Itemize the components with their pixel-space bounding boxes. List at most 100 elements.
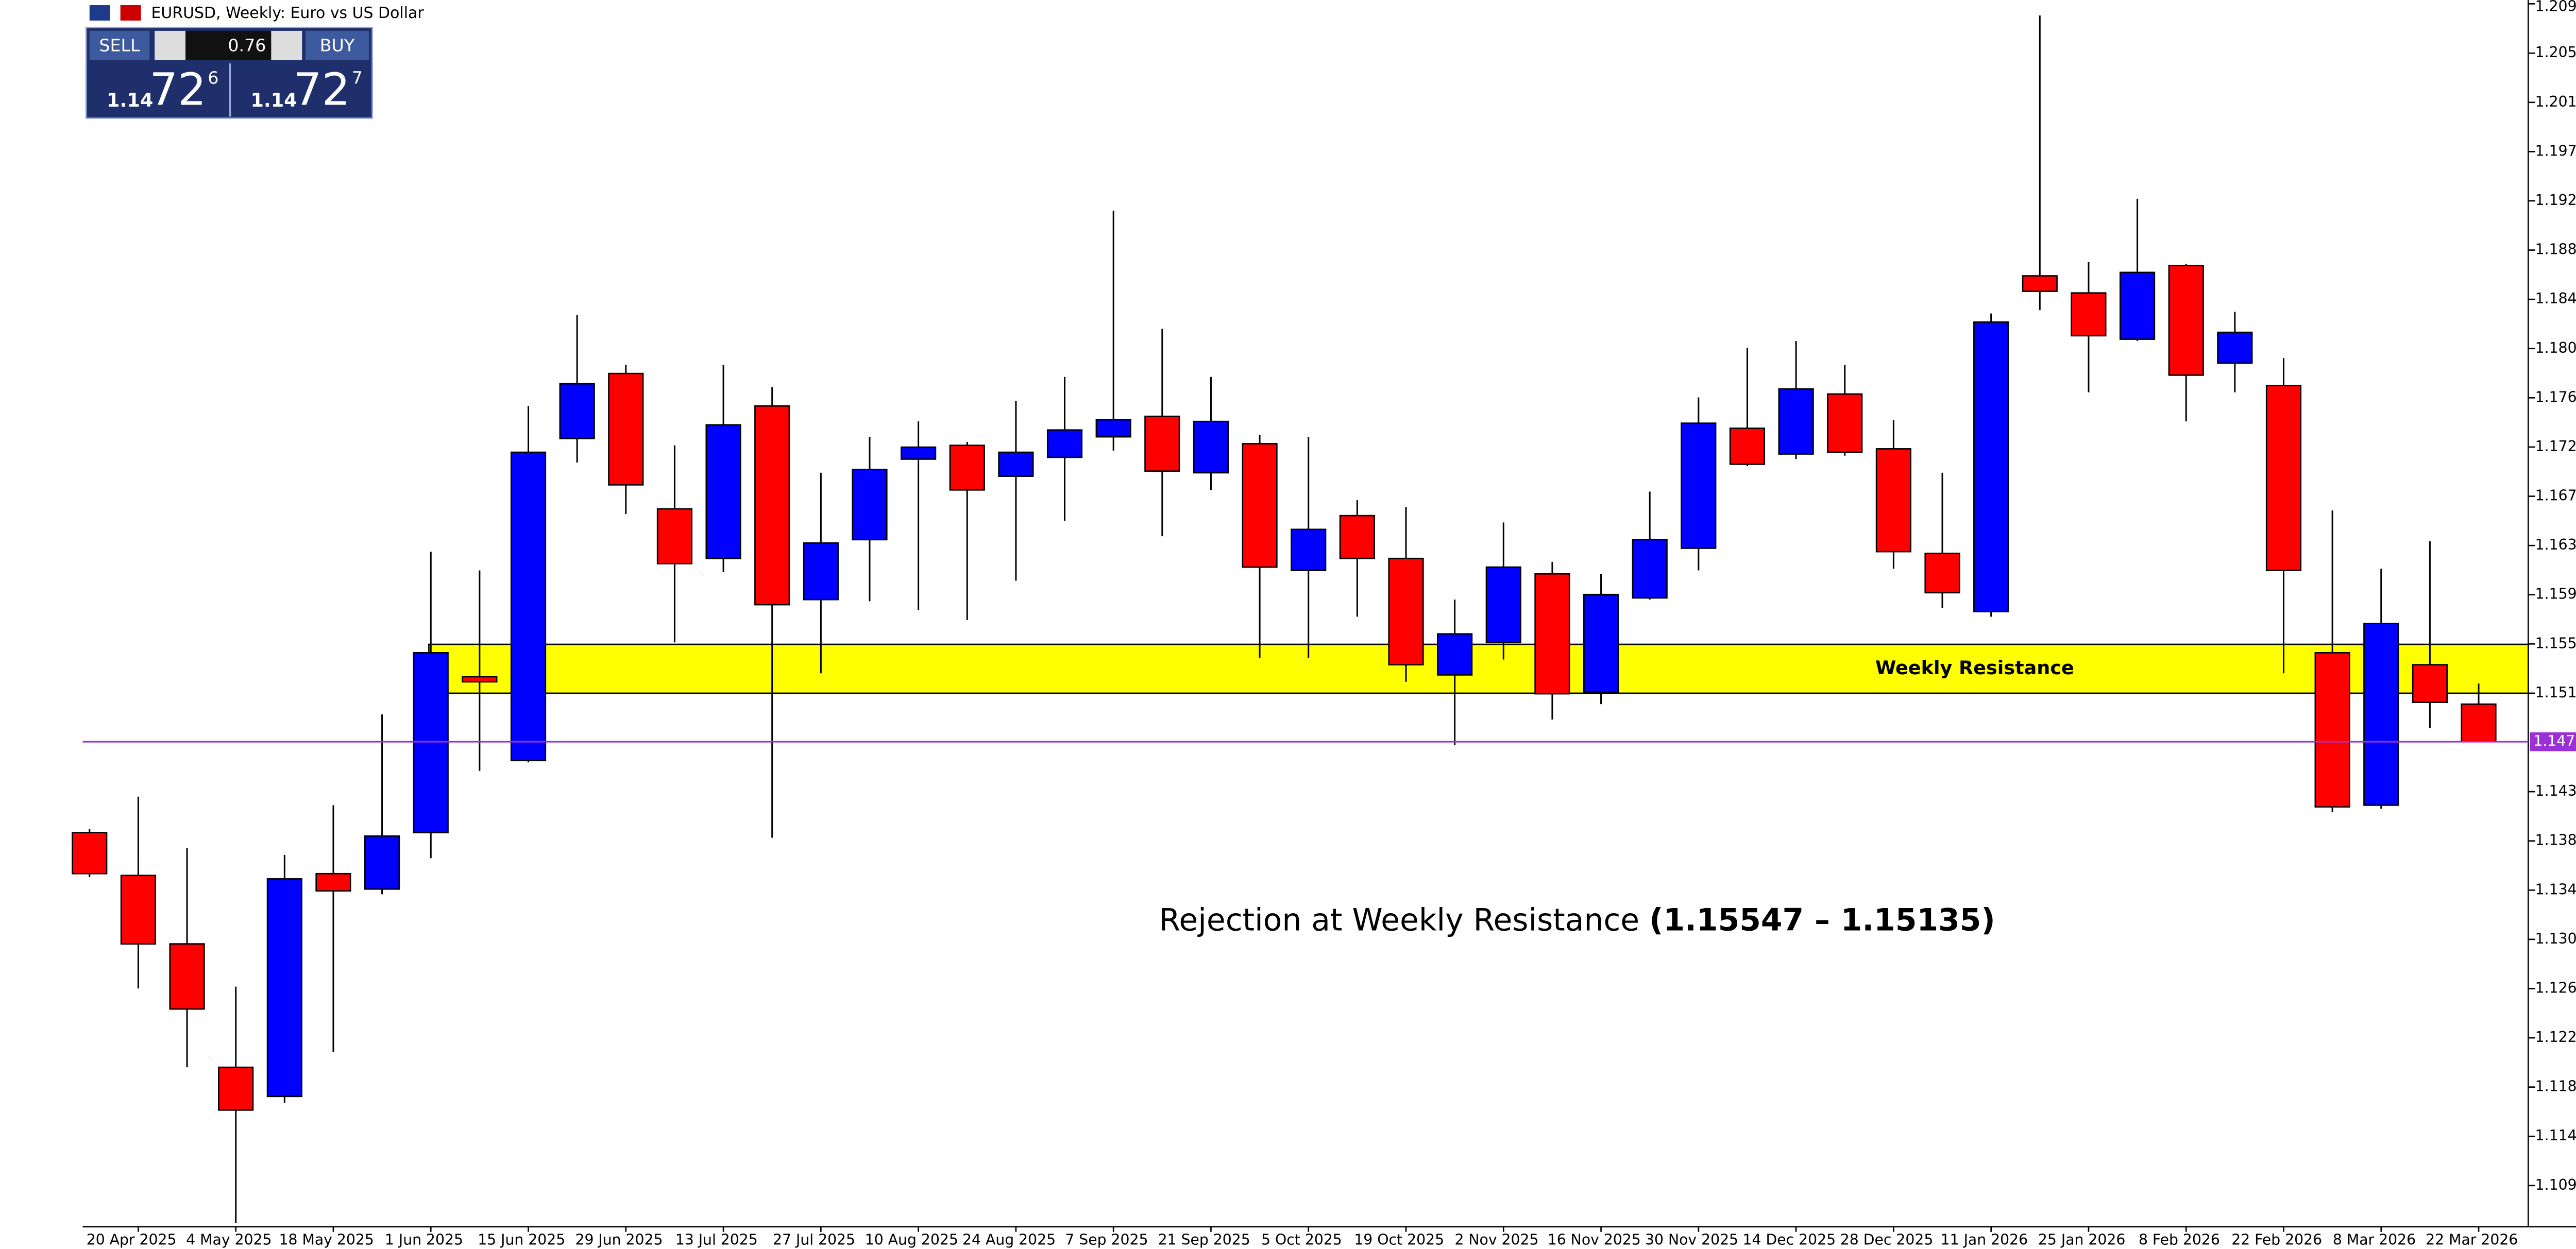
x-tick-label: 8 Feb 2026 (2139, 1231, 2220, 1248)
y-tick-label: 1.16795 (2535, 487, 2576, 504)
y-tick-label: 1.10985 (2535, 1176, 2576, 1193)
candle-body (559, 383, 595, 439)
candle-body (2265, 385, 2302, 571)
x-tick-label: 29 Jun 2025 (575, 1231, 663, 1248)
candle-body (705, 424, 741, 559)
x-tick-label: 4 May 2025 (186, 1231, 272, 1248)
candle-body (608, 372, 644, 486)
y-tick-label: 1.12230 (2535, 1029, 2576, 1046)
candle-body (266, 878, 302, 1098)
y-tick-label: 1.19700 (2535, 142, 2576, 159)
candle-body (2412, 664, 2448, 703)
y-tick-label: 1.20530 (2535, 44, 2576, 61)
candle-body (998, 451, 1034, 477)
candle-body (218, 1066, 254, 1111)
y-tick-label: 1.18455 (2535, 290, 2576, 307)
buy-label: BUY (320, 35, 355, 55)
y-tick-label: 1.18870 (2535, 241, 2576, 258)
y-tick-label: 1.15135 (2535, 684, 2576, 701)
sell-button[interactable] (89, 30, 150, 60)
candle-body (2071, 292, 2107, 337)
y-tick-label: 1.17625 (2535, 388, 2576, 405)
current-price-tag (2530, 732, 2576, 751)
x-tick-label: 25 Jan 2026 (2038, 1231, 2125, 1248)
candle-body (2217, 331, 2253, 364)
y-tick-label: 1.20946 (2535, 0, 2576, 14)
candle-body (656, 508, 693, 564)
icon (120, 5, 141, 21)
x-tick-label: 18 May 2025 (279, 1231, 374, 1248)
x-tick-label: 11 Jan 2026 (1941, 1231, 2028, 1248)
header-title: EURUSD, Weekly: Euro vs US Dollar (151, 4, 425, 22)
candle-body (169, 943, 205, 1010)
x-tick-label: 7 Sep 2025 (1065, 1231, 1148, 1248)
candle-body (413, 652, 449, 833)
y-tick-label: 1.12645 (2535, 979, 2576, 996)
buy-button[interactable] (305, 30, 369, 60)
candle-body (1681, 422, 1717, 549)
candle-body (1437, 633, 1473, 676)
lot-down[interactable] (155, 30, 186, 60)
x-tick-label: 22 Mar 2026 (2426, 1231, 2518, 1248)
x-tick-label: 10 Aug 2025 (865, 1231, 958, 1248)
zone-label: Weekly Resistance (1875, 657, 2074, 679)
x-tick-label: 22 Feb 2026 (2231, 1231, 2322, 1248)
x-tick-label: 24 Aug 2025 (962, 1231, 1056, 1248)
x-tick-label: 14 Dec 2025 (1743, 1231, 1836, 1248)
candle-body (1095, 419, 1131, 438)
annotation-range: (1.15547 – 1.15135) (1649, 902, 1995, 938)
lot-field[interactable] (185, 30, 272, 60)
bid-big[interactable]: 72 (149, 64, 206, 116)
candle-body (72, 832, 108, 875)
candle-body (901, 446, 937, 460)
candle-body (120, 875, 157, 945)
candle-body (1583, 593, 1619, 693)
ask-sup: 7 (352, 68, 363, 88)
candle-body (1193, 420, 1229, 474)
candle-body (803, 542, 839, 601)
candle-body (1339, 515, 1375, 559)
y-tick-label: 1.17210 (2535, 438, 2576, 455)
candle-body (2168, 265, 2204, 376)
candle-body (1046, 429, 1083, 458)
annotation: Rejection at Weekly Resistance (1.15547 … (1159, 902, 1995, 938)
candle-body (1632, 539, 1668, 599)
candle-body (2022, 275, 2058, 292)
candle-body (2461, 703, 2497, 743)
candle-body (364, 835, 400, 890)
y-tick-label: 1.14305 (2535, 782, 2576, 799)
y-tick-label: 1.18040 (2535, 339, 2576, 356)
candle-body (1388, 557, 1424, 665)
y-tick-label: 1.13475 (2535, 881, 2576, 898)
x-tick-label: 16 Nov 2025 (1548, 1231, 1641, 1248)
lot-value: 0.76 (228, 35, 266, 55)
lot-up[interactable] (271, 30, 302, 60)
x-tick-label: 20 Apr 2025 (87, 1231, 177, 1248)
candle-body (1973, 321, 2009, 612)
x-tick-label: 8 Mar 2026 (2333, 1231, 2416, 1248)
candle-body (1534, 573, 1570, 695)
y-tick-label: 1.13060 (2535, 930, 2576, 947)
x-tick-label: 28 Dec 2025 (1840, 1231, 1934, 1248)
candle-body (1778, 388, 1814, 455)
resistance-zone (428, 643, 2529, 694)
y-tick-label: 1.15965 (2535, 586, 2576, 603)
x-tick-label: 13 Jul 2025 (675, 1231, 758, 1248)
icon (89, 5, 110, 21)
candle-body (1291, 528, 1327, 571)
candle-body (1485, 566, 1521, 643)
y-tick-label: 1.11400 (2535, 1127, 2576, 1144)
candle-body (1242, 443, 1278, 568)
x-tick-label: 30 Nov 2025 (1645, 1231, 1738, 1248)
y-tick-label: 1.11815 (2535, 1078, 2576, 1095)
candle-body (510, 451, 547, 762)
bid-sup: 6 (208, 68, 218, 88)
ask-big[interactable]: 72 (294, 64, 350, 116)
candle-body (315, 872, 351, 892)
ask-prefix: 1.14 (250, 89, 297, 111)
candle-body (1729, 427, 1766, 465)
x-tick-label: 15 Jun 2025 (478, 1231, 565, 1248)
